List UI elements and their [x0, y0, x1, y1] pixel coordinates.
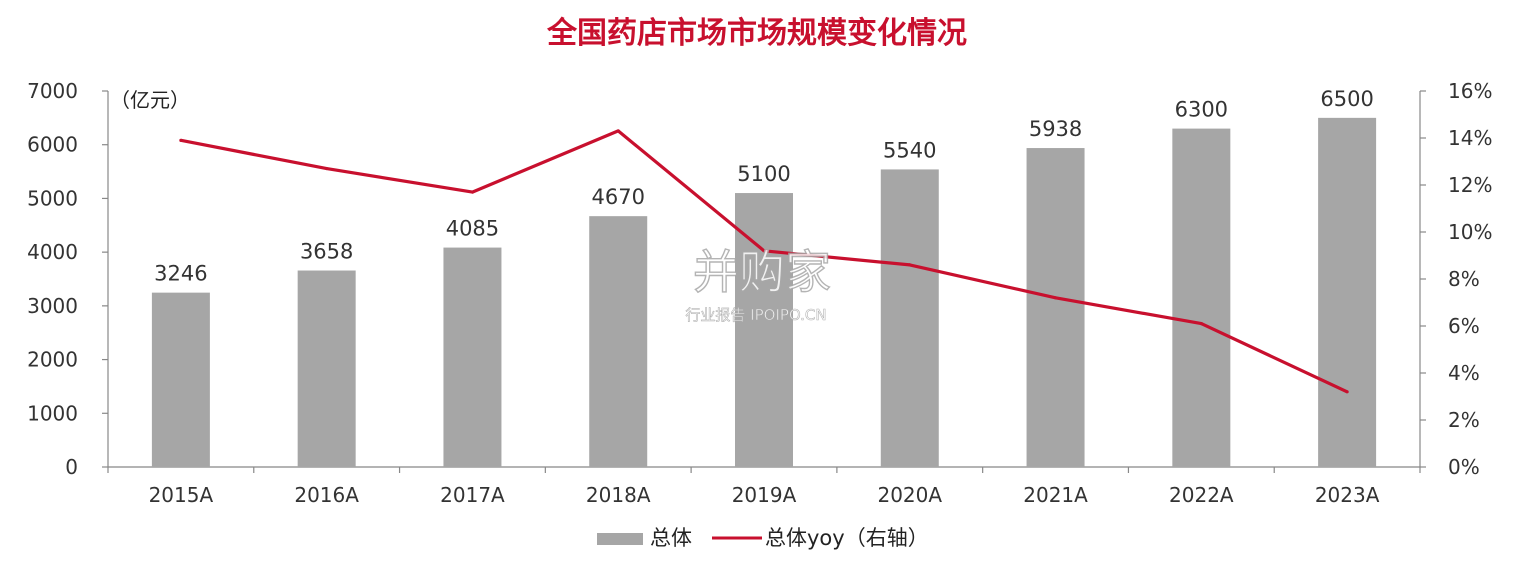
yoy-point [616, 129, 620, 133]
right-axis-tick-label: 2% [1448, 408, 1480, 432]
bar-data-label: 6500 [1320, 87, 1373, 111]
bar [1318, 117, 1377, 467]
yoy-point [470, 190, 475, 194]
right-axis-tick-label: 6% [1448, 314, 1480, 338]
yoy-point [325, 166, 329, 171]
bar [297, 270, 356, 467]
x-axis-tick-label: 2023A [1315, 483, 1380, 507]
left-axis-tick-label: 7000 [27, 79, 78, 103]
bar-data-label: 5540 [883, 138, 936, 162]
x-axis-tick-label: 2017A [440, 483, 505, 507]
left-axis-unit-label: （亿元） [110, 88, 190, 112]
watermark: 并购家 行业报告 IPOIPO.CN [685, 244, 832, 324]
bar-data-label: 5938 [1029, 117, 1082, 141]
watermark-main-text: 并购家 [693, 245, 831, 299]
right-axis-tick-label: 8% [1448, 267, 1480, 291]
right-axis-tick-label: 10% [1448, 220, 1492, 244]
bar-data-label: 3658 [300, 240, 353, 264]
bar [589, 216, 648, 467]
right-axis-tick-label: 16% [1448, 79, 1492, 103]
left-axis-tick-label: 0 [65, 455, 78, 479]
bar [880, 169, 939, 467]
line-layer [179, 129, 1349, 394]
left-axis-tick-label: 4000 [27, 240, 78, 264]
watermark-sub-text: 行业报告 IPOIPO.CN [685, 306, 826, 324]
bar [443, 247, 502, 467]
yoy-point [1345, 390, 1349, 394]
right-axis-tick-label: 4% [1448, 361, 1480, 385]
bars [151, 117, 1377, 468]
yoy-point [1053, 296, 1058, 300]
x-axis-tick-label: 2021A [1023, 483, 1088, 507]
x-axis-tick-label: 2016A [294, 483, 359, 507]
yoy-point [762, 249, 766, 253]
left-axis-tick-label: 6000 [27, 133, 78, 157]
yoy-point [908, 263, 912, 267]
bar [151, 292, 210, 467]
legend-bar-label: 总体 [650, 526, 692, 550]
bar [1172, 128, 1231, 467]
right-axis-tick-label: 0% [1448, 455, 1480, 479]
right-axis-tick-label: 12% [1448, 173, 1492, 197]
x-axis-tick-label: 2022A [1169, 483, 1234, 507]
left-axis-tick-label: 3000 [27, 294, 78, 318]
x-axis-tick-label: 2019A [732, 483, 797, 507]
left-axis-tick-label: 5000 [27, 186, 78, 210]
x-axis-tick-label: 2015A [149, 483, 214, 507]
bar-data-label: 4670 [591, 185, 644, 209]
x-axis-tick-label: 2020A [877, 483, 942, 507]
bar [735, 193, 793, 468]
bar-labels: 3246 3658 4085 4670 5100 5540 5938 6300 6500 [154, 87, 1374, 286]
left-axis-tick-label: 1000 [27, 401, 78, 425]
legend: 总体 总体yoy（右轴） [597, 526, 929, 550]
bar-data-label: 4085 [446, 217, 499, 241]
chart-title: 全国药店市场市场规模变化情况 [547, 16, 967, 51]
bar-data-label: 3246 [154, 262, 207, 286]
bar-data-label: 6300 [1175, 98, 1228, 122]
yoy-point [1199, 322, 1203, 326]
bar-data-label: 5100 [737, 162, 790, 186]
x-axis-tick-label: 2018A [586, 483, 651, 507]
right-axis-tick-label: 14% [1448, 126, 1492, 150]
yoy-point [179, 138, 183, 142]
bar [1026, 148, 1085, 468]
left-axis-tick-label: 2000 [27, 348, 78, 372]
legend-line-label: 总体yoy（右轴） [765, 526, 929, 550]
legend-bar-swatch [597, 533, 643, 545]
